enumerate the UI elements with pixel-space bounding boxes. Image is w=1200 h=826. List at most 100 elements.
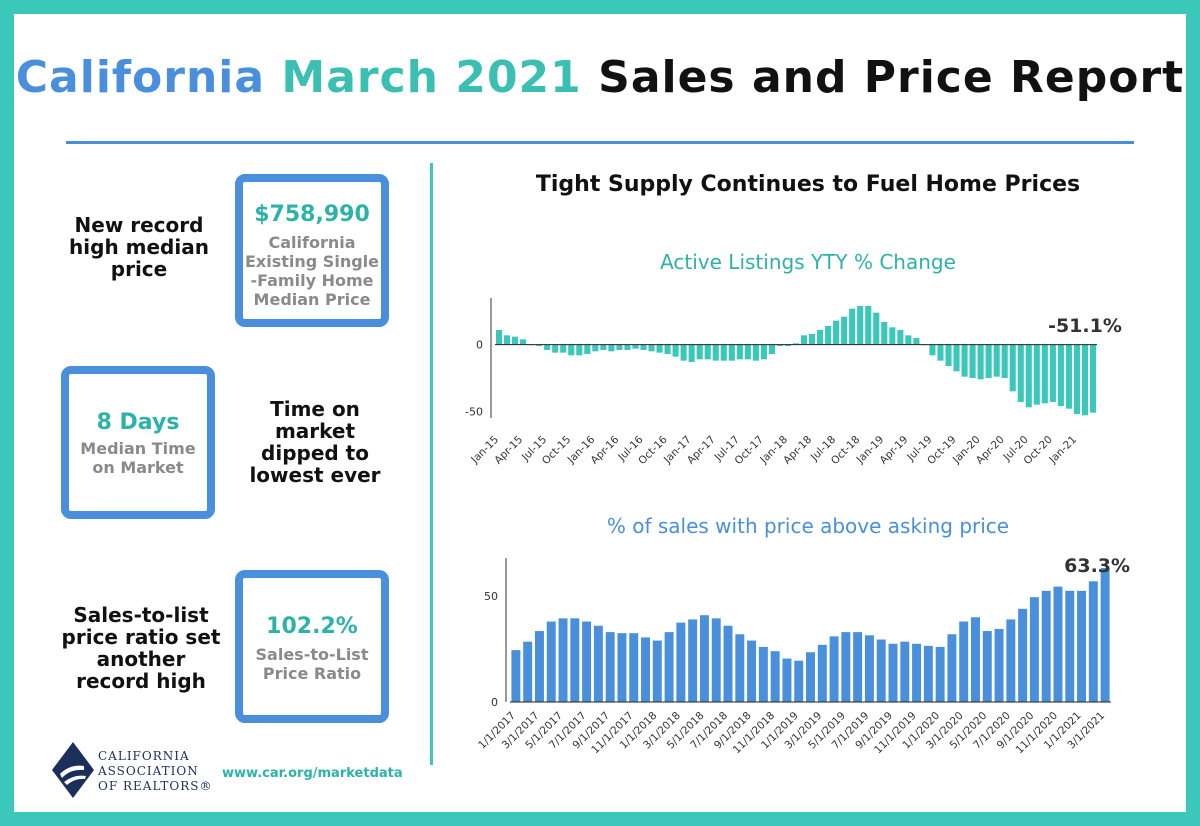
logo-line: ASSOCIATION (98, 764, 199, 778)
bar (511, 650, 521, 702)
active-listings-chart: 0-50Jan-15Apr-15Jul-15Oct-15Jan-16Apr-16… (465, 298, 1122, 467)
title-part-california: California (15, 52, 266, 103)
bar (994, 628, 1004, 702)
days-desc-line: market (274, 419, 356, 443)
y-tick-label: 0 (476, 339, 483, 352)
bar (680, 344, 687, 361)
logo-line: OF REALTORS® (98, 779, 213, 793)
stl-label-line: Sales-to-List (255, 645, 369, 664)
bar (723, 625, 733, 702)
days-desc-line: dipped to (261, 441, 369, 465)
bar (825, 326, 832, 345)
bar (889, 327, 896, 345)
days-on-market-label-line: Median Time (80, 439, 196, 458)
bar (664, 344, 671, 354)
bar (536, 344, 543, 346)
y-tick-label: 0 (491, 696, 498, 709)
days-on-market-label: Median Time on Market (69, 439, 207, 477)
bar (1073, 344, 1080, 414)
bar (672, 344, 679, 357)
bar (776, 344, 783, 346)
bar (558, 618, 568, 702)
bar (699, 615, 709, 702)
bar (747, 640, 757, 702)
bar (1089, 344, 1097, 413)
bar (696, 344, 703, 360)
column-divider (430, 163, 433, 765)
bar (632, 344, 639, 349)
days-on-market-value: 8 Days (96, 410, 180, 435)
bar (728, 344, 735, 361)
logo-line: CALIFORNIA (98, 749, 190, 763)
bar (629, 633, 639, 702)
bar (1041, 590, 1051, 702)
logo-swoosh (60, 765, 84, 778)
bar (1033, 344, 1040, 405)
stl-label-line: Price Ratio (262, 664, 362, 683)
bar (905, 335, 912, 345)
bar (800, 335, 808, 345)
bar (1009, 344, 1016, 392)
bar (929, 344, 936, 356)
bar (592, 344, 599, 352)
market-data-link[interactable]: www.car.org/marketdata (222, 766, 403, 781)
bar (1100, 567, 1110, 702)
bar (912, 643, 922, 702)
bar (1053, 586, 1063, 702)
bar (937, 344, 944, 361)
sales-to-list-value: 102.2% (266, 614, 358, 639)
bar (568, 344, 575, 356)
bar (534, 631, 544, 702)
value-annotation: 63.3% (1064, 555, 1130, 577)
bar (652, 640, 662, 702)
sales-to-list-description: Sales-to-list price ratio set another re… (58, 604, 224, 692)
bar (688, 344, 695, 362)
median-price-label-line: -Family Home (250, 271, 374, 290)
bar (560, 344, 567, 353)
bar (993, 344, 1000, 377)
bar (648, 344, 655, 352)
bar (676, 622, 686, 702)
stl-desc-line: another (96, 647, 186, 671)
days-desc-line: lowest ever (249, 463, 381, 487)
bar (841, 632, 851, 702)
bar (947, 634, 957, 702)
bar (985, 344, 992, 378)
car-logo-text: CALIFORNIA ASSOCIATION OF REALTORS® (98, 749, 213, 794)
bar (736, 344, 743, 360)
bar (897, 330, 904, 345)
bar (712, 344, 719, 361)
days-on-market-description: Time on market dipped to lowest ever (236, 398, 394, 486)
bar (977, 344, 984, 380)
bar (841, 316, 848, 345)
bar (640, 344, 647, 350)
bar (616, 344, 623, 350)
bar (1088, 581, 1098, 702)
median-price-value: $758,990 (254, 202, 370, 227)
bar (617, 633, 627, 702)
bar (512, 336, 519, 345)
bar (720, 344, 727, 361)
days-desc-line: Time on (270, 397, 360, 421)
bar (1017, 344, 1024, 402)
bar (888, 643, 898, 702)
bar (1057, 344, 1064, 406)
median-price-label: California Existing Single -Family Home … (243, 233, 381, 309)
bar (784, 344, 792, 346)
bar (760, 344, 767, 360)
median-price-desc-line: high median (69, 235, 209, 259)
bar (768, 344, 775, 354)
bar (624, 344, 631, 350)
header-divider (66, 141, 1134, 144)
bar (523, 641, 533, 702)
bar (1077, 590, 1087, 702)
bar (849, 308, 856, 345)
bar (495, 330, 503, 345)
bar (900, 641, 910, 702)
bar (864, 635, 874, 702)
bar (829, 636, 839, 702)
bar (817, 330, 824, 345)
median-price-desc-line: New record (74, 213, 204, 237)
bar (782, 658, 792, 702)
bar (1001, 344, 1008, 378)
